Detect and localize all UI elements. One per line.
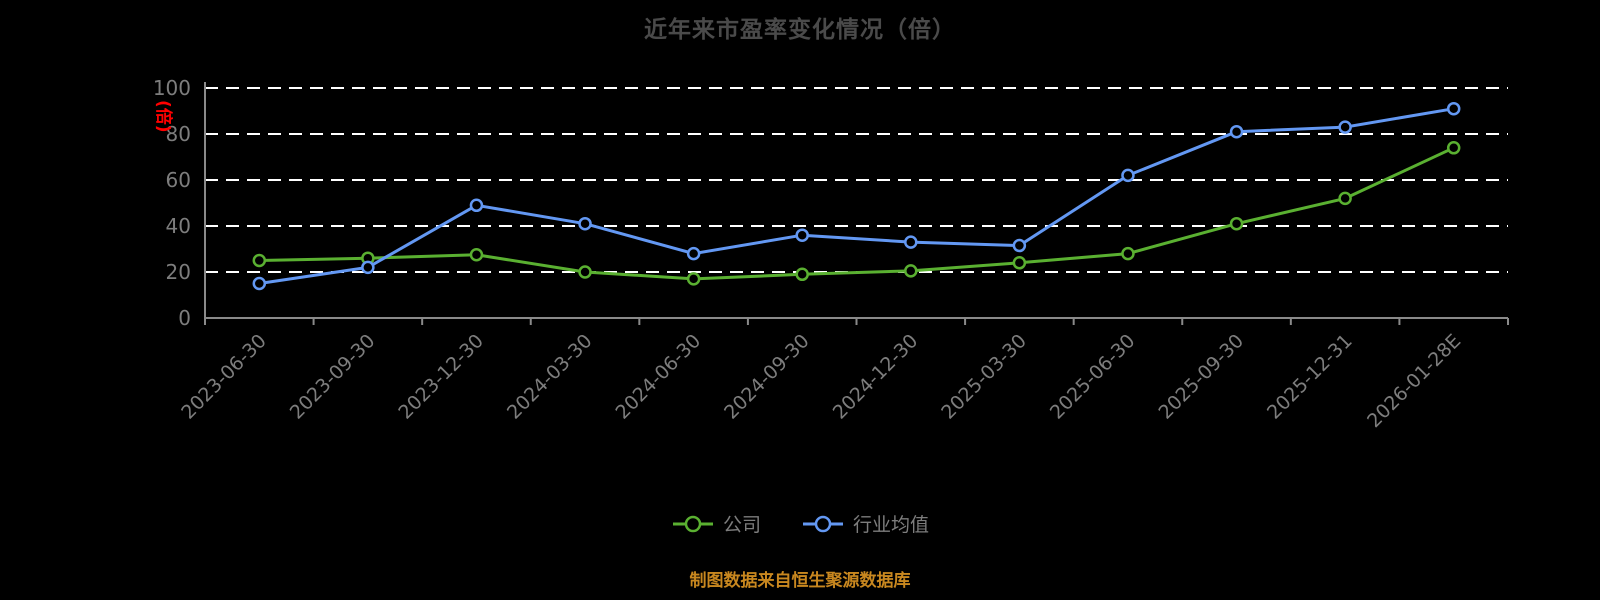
- y-axis-tick-label: 80: [166, 122, 191, 146]
- company-data-point: [1229, 216, 1244, 231]
- legend-item-company[interactable]: 公司: [671, 510, 761, 537]
- industry-data-point: [578, 216, 592, 231]
- company-data-point: [469, 248, 484, 262]
- industry-data-point: [361, 260, 375, 275]
- industry-data-point: [1012, 238, 1027, 253]
- chart-title: 近年来市盈率变化情况（倍）: [644, 17, 956, 43]
- x-axis-label: 2023-12-30: [394, 330, 488, 424]
- x-axis-label: 2025-12-31: [1263, 330, 1357, 424]
- company-data-point: [904, 264, 918, 278]
- source-note: 制图数据来自恒生聚源数据库: [689, 571, 911, 591]
- company-data-point: [795, 267, 809, 282]
- x-axis-label: 2024-03-30: [503, 330, 597, 424]
- company-legend-circle: [684, 515, 702, 532]
- company-data-point: [1446, 141, 1461, 155]
- company-data-point: [1338, 191, 1352, 206]
- y-axis-tick-label: 40: [166, 214, 191, 238]
- chart-legend: 公司 行业均值: [0, 510, 1600, 537]
- company-series-line: [257, 146, 1456, 281]
- company-data-point: [1012, 256, 1027, 270]
- industry-legend-circle: [814, 515, 832, 532]
- company-data-point: [686, 272, 701, 286]
- y-axis-tick-label: 60: [166, 168, 191, 192]
- company-data-point: [578, 265, 592, 279]
- industry-data-point: [469, 198, 484, 213]
- industry-data-point: [1338, 120, 1352, 134]
- industry-legend-marker-icon: [803, 515, 843, 532]
- x-axis-label: 2025-09-30: [1154, 330, 1248, 424]
- legend-label-industry-average: 行业均值: [853, 514, 930, 536]
- industry-data-point: [1121, 168, 1135, 183]
- x-axis-label: 2023-09-30: [286, 330, 380, 424]
- x-axis-label: 2024-09-30: [720, 330, 814, 424]
- legend-item-industry-average[interactable]: 行业均值: [801, 510, 929, 537]
- industry-data-point: [795, 228, 809, 242]
- company-data-point: [1121, 246, 1135, 261]
- y-axis-tick-label: 20: [166, 260, 191, 284]
- x-axis-label: 2024-06-30: [612, 330, 706, 424]
- company-data-point: [252, 253, 267, 268]
- company-legend-marker-icon: [672, 515, 713, 532]
- x-axis-label: 2026-01-28E: [1363, 330, 1465, 432]
- y-axis-unit-label: (倍): [153, 100, 174, 133]
- industry-data-point: [1446, 101, 1461, 116]
- y-axis-tick-label: 0: [178, 306, 191, 330]
- industry-data-point: [686, 246, 701, 261]
- industry-data-point: [904, 235, 918, 249]
- industry-series-line: [257, 107, 1456, 285]
- industry-data-point: [252, 276, 267, 291]
- x-axis-label: 2025-06-30: [1046, 330, 1140, 424]
- industry-data-point: [1229, 124, 1244, 139]
- x-axis-label: 2023-06-30: [177, 330, 271, 424]
- legend-label-company: 公司: [722, 514, 761, 536]
- x-axis-label: 2025-03-30: [937, 330, 1031, 424]
- x-axis-label: 2024-12-30: [829, 330, 923, 424]
- y-axis-tick-label: 100: [153, 76, 191, 100]
